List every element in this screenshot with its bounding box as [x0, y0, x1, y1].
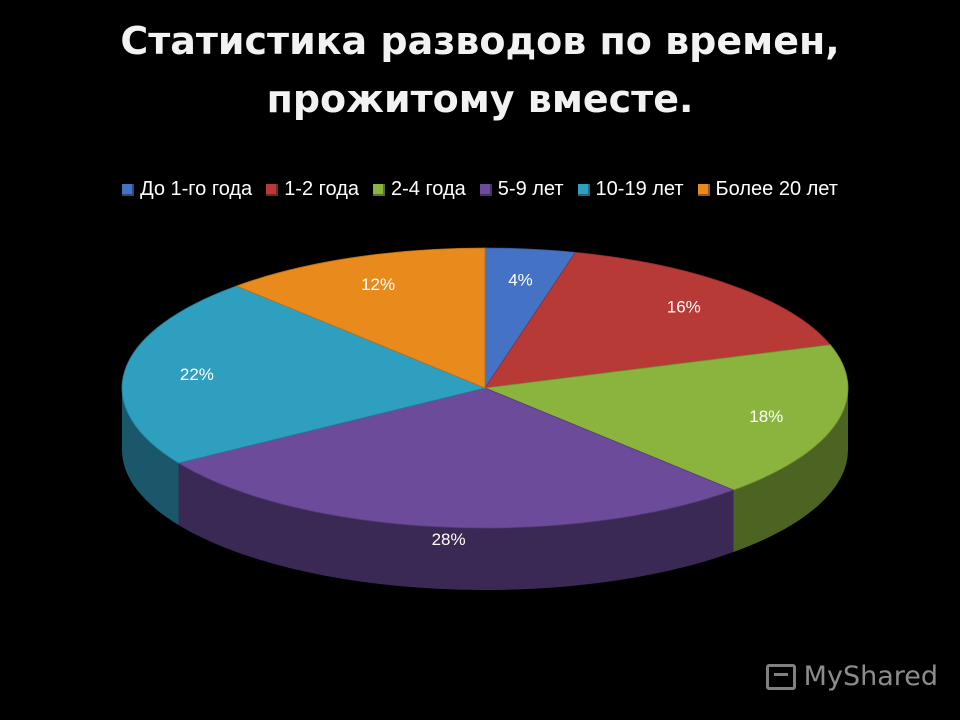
pie-slice-label: 22% [180, 365, 214, 384]
legend-label: 2-4 года [390, 178, 466, 200]
pie-slice [235, 247, 486, 389]
chart-title-line-1: Статистика разводов по времен, [120, 19, 840, 63]
legend-swatch [577, 183, 590, 196]
pie-sides [122, 388, 848, 591]
legend-swatch [122, 183, 135, 196]
legend-swatch [697, 183, 710, 196]
pie-slice-side [122, 388, 179, 526]
pie-slice-label: 16% [667, 297, 701, 316]
pie-slice [121, 285, 487, 464]
legend-item: 2-4 года [372, 178, 466, 201]
pie-tops [121, 247, 849, 529]
legend-label: 1-2 года [284, 178, 359, 200]
legend-item: Более 20 лет [697, 178, 838, 201]
pie-slice-label: 28% [432, 530, 466, 549]
pie-slice-label: 18% [749, 407, 783, 426]
legend-item: 10-19 лет [577, 178, 684, 201]
legend-item: 5-9 лет [479, 178, 564, 201]
pie-slice [483, 344, 849, 491]
legend-swatch [266, 183, 279, 196]
watermark: MyShared [765, 661, 938, 692]
pie-slice [484, 251, 832, 389]
legend-swatch [372, 183, 385, 196]
legend-label: Более 20 лет [715, 178, 838, 200]
pie-slice-side [178, 463, 734, 591]
chart-legend: До 1-го года 1-2 года 2-4 года 5-9 лет 10-19… [0, 178, 960, 201]
chart-title-line-2: прожитому вместе. [266, 77, 694, 121]
legend-item: До 1-го года [122, 178, 252, 201]
pie-slice-label: 4% [508, 271, 533, 290]
pie-slice-side [733, 388, 848, 553]
pie-slice-label: 12% [361, 275, 395, 294]
legend-swatch [479, 183, 492, 196]
legend-item: 1-2 года [266, 178, 359, 201]
presentation-icon [765, 663, 796, 690]
legend-label: До 1-го года [140, 178, 253, 200]
legend-label: 5-9 лет [497, 178, 564, 200]
pie-labels: 4% 16% 18% 28% 22% 12% [180, 271, 783, 549]
pie-slice [177, 387, 735, 529]
chart-title: Статистика разводов по времен, прожитому… [0, 12, 960, 128]
legend-label: 10-19 лет [595, 178, 684, 200]
watermark-text: MyShared [803, 661, 938, 692]
